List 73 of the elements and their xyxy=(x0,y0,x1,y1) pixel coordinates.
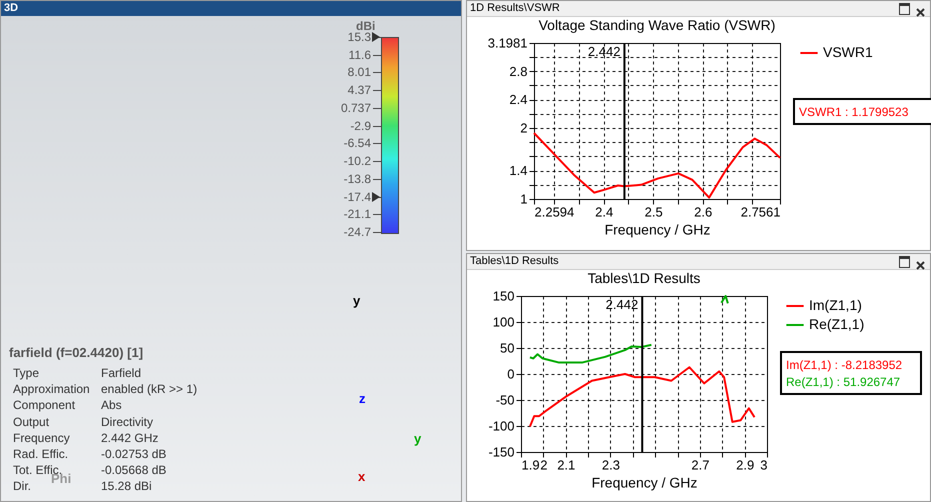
text: VSWR1 : 1.1799523 xyxy=(799,105,909,119)
text: 0.737 xyxy=(340,100,371,115)
y-tick-label: 150 xyxy=(492,288,514,304)
x-axis-title: Frequency / GHz xyxy=(604,222,710,238)
text: -21.1 xyxy=(344,207,371,222)
color-bar-title: dBi xyxy=(356,19,376,33)
text: enabled (kR >> 1) xyxy=(101,382,198,396)
text: Abs xyxy=(101,398,122,412)
text: 3D xyxy=(1,1,461,16)
text: Im(Z1,1) : -8.2183952 xyxy=(786,358,902,372)
y-tick-label: 2 xyxy=(520,120,528,136)
text: 11.6 xyxy=(348,48,371,62)
text: Rad. Effic. xyxy=(13,447,68,461)
x-tick-label: 2.1 xyxy=(557,458,576,472)
legend-label: VSWR1 xyxy=(823,44,873,60)
y-tick-label: 1 xyxy=(520,192,528,206)
text: Re(Z1,1) : 51.926747 xyxy=(786,375,900,389)
text: z xyxy=(359,391,366,406)
text: 15.3 xyxy=(348,30,371,44)
legend-label: Re(Z1,1) xyxy=(809,316,864,332)
y-tick-label: 3.1981 xyxy=(488,36,528,50)
x-tick-label: 2.6 xyxy=(694,204,712,220)
text: Type xyxy=(13,366,40,380)
y-tick-label: 1.4 xyxy=(509,163,528,178)
text: 4.37 xyxy=(348,83,371,98)
chart-title: Voltage Standing Wave Ratio (VSWR) xyxy=(538,17,776,33)
y-tick-label: -100 xyxy=(488,418,514,434)
text: x xyxy=(358,469,366,484)
x-tick-label: 2.7561 xyxy=(740,204,780,220)
ref-line-label: 2.442 xyxy=(606,297,638,312)
text: 2.442 GHz xyxy=(101,430,158,445)
text: -0.02753 dB xyxy=(101,447,166,461)
y-tick-label: 2.4 xyxy=(509,92,528,108)
y-tick-label: -150 xyxy=(488,444,514,460)
text: y xyxy=(353,293,360,308)
text: -0.05668 dB xyxy=(101,463,166,478)
x-tick-label: 2.4 xyxy=(595,204,614,220)
text: Frequency xyxy=(13,430,70,445)
text: Directivity xyxy=(101,414,154,429)
text: Farfield xyxy=(101,366,142,380)
text: Dir. xyxy=(13,479,31,494)
text: farfield (f=02.4420) [1] xyxy=(9,345,144,360)
y-tick-label: 0 xyxy=(507,366,514,382)
x-tick-label: 2.3 xyxy=(602,458,620,472)
text: Component xyxy=(13,398,76,412)
text: 8.01 xyxy=(348,65,371,80)
y-tick-label: 50 xyxy=(500,340,514,356)
text: Approximation xyxy=(13,382,90,396)
x-tick-label: 1.9 xyxy=(522,458,540,472)
y-tick-label: 100 xyxy=(492,314,514,330)
x-tick-label: 2.5 xyxy=(644,204,663,220)
x-tick-label: 2 xyxy=(540,458,548,472)
text: 15.28 dBi xyxy=(101,479,152,494)
text: -17.4 xyxy=(344,190,371,204)
ref-line-label: 2.442 xyxy=(588,44,620,59)
x-tick-label: 2.9 xyxy=(736,458,754,472)
text: -2.9 xyxy=(350,118,371,133)
y-tick-label: -50 xyxy=(496,392,514,408)
x-tick-label: 3 xyxy=(760,458,768,472)
text: -24.7 xyxy=(344,225,371,239)
text: -10.2 xyxy=(344,154,371,168)
chart-title: Tables\1D Results xyxy=(588,270,700,286)
legend-label: Im(Z1,1) xyxy=(809,297,862,313)
text: y xyxy=(414,431,422,446)
text: Output xyxy=(13,414,50,429)
x-tick-label: 2.7 xyxy=(691,458,710,472)
text: -13.8 xyxy=(344,172,371,186)
x-tick-label: 2.2594 xyxy=(534,204,574,220)
text: -6.54 xyxy=(344,136,371,150)
line-series xyxy=(528,366,756,428)
x-axis-title: Frequency / GHz xyxy=(592,474,698,490)
y-tick-label: 2.8 xyxy=(509,64,528,79)
line-series xyxy=(533,132,781,199)
